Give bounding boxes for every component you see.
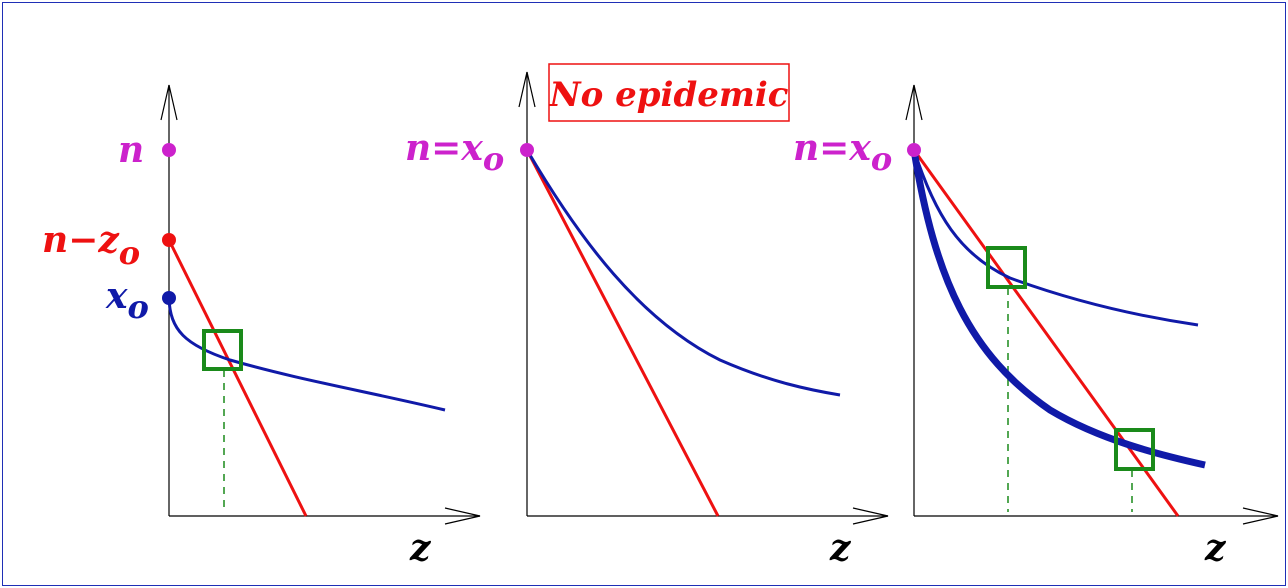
blue-curve-thin [912,149,1199,327]
red-line [525,149,720,517]
z-axis-label: z [1204,527,1227,569]
xo-subscript: o [127,288,148,326]
intersection-marker-1 [986,246,1027,289]
x-axis-arrowhead [1242,507,1279,525]
panel-2: z No epidemic n=xo [405,63,889,569]
n-equals-x-main: n=x [793,127,871,169]
y-axis-arrowhead [905,84,923,121]
n-minus-z-main: n−z [42,219,120,261]
blue-curve-thick [910,149,1206,469]
n-minus-z-label: n−zo [42,219,140,272]
n-point [162,143,176,157]
xo-label: xo [105,275,149,326]
panel-1: z n n−zo xo [42,84,481,569]
red-line [912,149,1180,517]
no-epidemic-label: No epidemic [549,75,789,115]
n-label: n [118,129,144,171]
red-line [167,239,308,517]
n-equals-x-main: n=x [405,127,483,169]
n-minus-zo-point [162,233,176,247]
y-axis-arrowhead [160,84,178,121]
n-equals-x-subscript: o [871,140,892,178]
x-axis-arrowhead [852,507,889,525]
xo-main: x [105,275,128,317]
n-equals-xo-label: n=xo [793,127,892,178]
y-axis-arrowhead [518,71,536,108]
no-epidemic-box [548,63,790,122]
xo-point [162,291,176,305]
blue-curve [525,149,841,397]
n-equals-xo-point [520,143,534,157]
panel-3: z n=xo [793,84,1279,569]
intersection-marker [202,329,243,371]
n-equals-xo-point [907,143,921,157]
blue-curve [167,297,446,412]
z-axis-label: z [409,527,432,569]
n-equals-xo-label: n=xo [405,127,504,178]
intersection-marker-2 [1114,428,1155,471]
x-axis-arrowhead [444,507,481,525]
n-minus-z-subscript: o [119,234,140,272]
z-axis-label: z [829,527,852,569]
n-equals-x-subscript: o [483,140,504,178]
